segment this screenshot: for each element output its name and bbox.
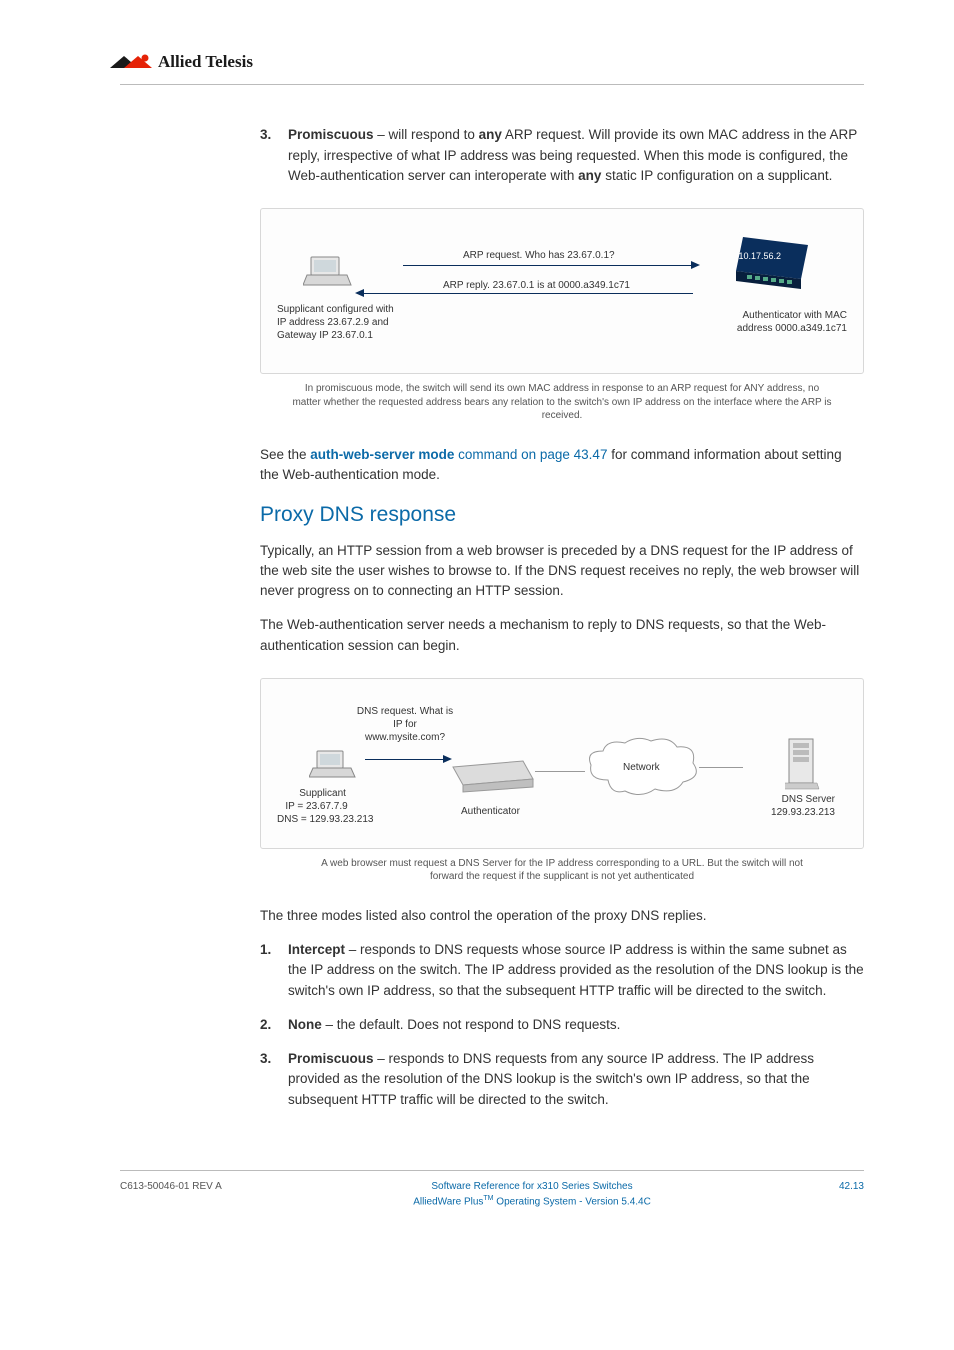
dns-req-label: DNS request. What is IP for www.mysite.c… — [345, 705, 465, 744]
page-footer: C613-50046-01 REV A Software Reference f… — [120, 1170, 864, 1209]
dns-diagram: Network DNS request. What is IP f — [260, 678, 864, 849]
item-text: Promiscuous – responds to DNS requests f… — [288, 1049, 864, 1110]
laptop-icon — [309, 749, 357, 783]
item-number: 3. — [260, 1049, 288, 1110]
proxy-dns-p1: Typically, an HTTP session from a web br… — [260, 541, 864, 602]
dns-req-arrow — [365, 759, 445, 760]
item-number: 2. — [260, 1015, 288, 1035]
main-content: 3. Promiscuous – will respond to any ARP… — [260, 125, 864, 1110]
authenticator-dns-label: Authenticator — [461, 805, 520, 818]
arp-diagram-caption: In promiscuous mode, the switch will sen… — [290, 382, 834, 423]
authenticator-label: Authenticator with MAC address 0000.a349… — [737, 309, 847, 335]
header-rule — [120, 84, 864, 85]
supplicant-label: Supplicant configured with IP address 23… — [277, 303, 394, 342]
authenticator-switch-icon — [451, 759, 535, 793]
dns-diagram-caption: A web browser must request a DNS Server … — [320, 857, 804, 884]
arp-diagram: 10.17.56.2 ARP request. Who has 23.67.0.… — [260, 208, 864, 374]
footer-page-number: 42.13 — [804, 1179, 864, 1194]
page: Allied Telesis 3. Promiscuous – will res… — [0, 0, 954, 1249]
footer-center: Software Reference for x310 Series Switc… — [260, 1179, 804, 1209]
item-promiscuous-arp: 3. Promiscuous – will respond to any ARP… — [260, 125, 864, 186]
mode-none: 2. None – the default. Does not respond … — [260, 1015, 864, 1035]
cloud-ip-label: 10.17.56.2 — [738, 251, 781, 263]
item-text: None – the default. Does not respond to … — [288, 1015, 864, 1035]
auth-web-server-mode-link[interactable]: auth-web-server mode — [310, 447, 454, 462]
arp-req-arrow — [403, 265, 693, 266]
brand-logo: Allied Telesis — [110, 50, 864, 78]
mode-promiscuous-dns: 3. Promiscuous – responds to DNS request… — [260, 1049, 864, 1110]
brand-text: Allied Telesis — [158, 52, 253, 71]
footer-doc-id: C613-50046-01 REV A — [120, 1179, 260, 1194]
dns-server-label: DNS Server 129.93.23.213 — [771, 793, 835, 819]
proxy-dns-heading: Proxy DNS response — [260, 499, 864, 531]
dns-server-icon — [785, 735, 821, 791]
modes-intro: The three modes listed also control the … — [260, 906, 864, 926]
link-paragraph: See the auth-web-server mode command on … — [260, 445, 864, 486]
proxy-dns-p2: The Web-authentication server needs a me… — [260, 615, 864, 656]
arp-reply-arrow — [363, 293, 693, 294]
laptop-icon — [303, 255, 353, 291]
switch-icon — [733, 237, 811, 297]
item-text: Intercept – responds to DNS requests who… — [288, 940, 864, 1001]
item-text: Promiscuous – will respond to any ARP re… — [288, 125, 864, 186]
item-number: 3. — [260, 125, 288, 186]
mode-intercept: 1. Intercept – responds to DNS requests … — [260, 940, 864, 1001]
network-label: Network — [623, 761, 660, 774]
arp-req-label: ARP request. Who has 23.67.0.1? — [463, 249, 615, 262]
supplicant-dns-label: Supplicant IP = 23.67.7.9 DNS = 129.93.2… — [277, 787, 373, 826]
item-number: 1. — [260, 940, 288, 1001]
arp-reply-label: ARP reply. 23.67.0.1 is at 0000.a349.1c7… — [443, 279, 630, 292]
